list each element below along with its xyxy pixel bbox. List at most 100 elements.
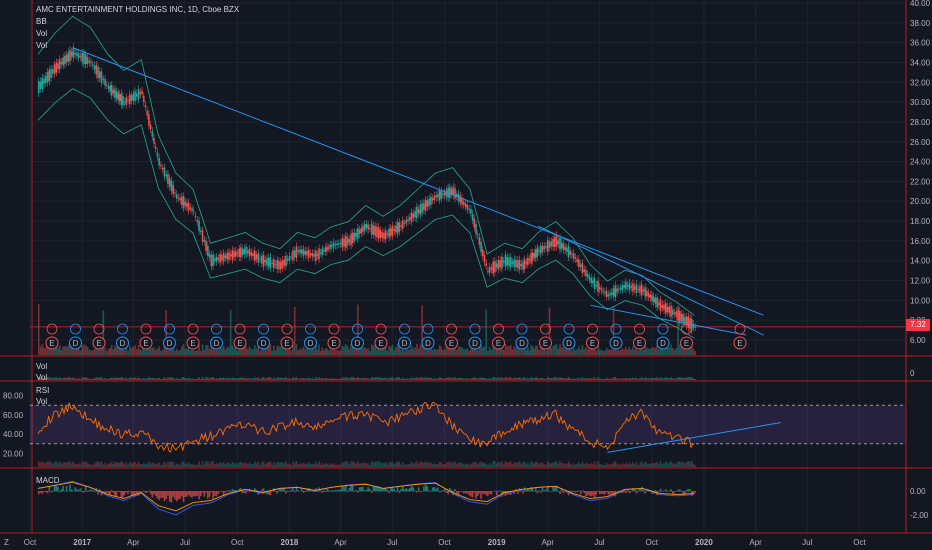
macd-histogram-bar <box>605 491 608 493</box>
macd-histogram-bar <box>602 491 604 495</box>
candle-body <box>588 276 591 280</box>
volume-bar-small <box>201 377 204 380</box>
volume-bar-small <box>379 377 382 380</box>
macd-histogram-bar <box>329 491 331 492</box>
rsi-pane-label[interactable]: RSI <box>36 386 50 395</box>
volume-bar <box>487 350 489 355</box>
vol-pane-label[interactable]: Vol <box>36 362 48 371</box>
trendlines[interactable] <box>72 47 781 453</box>
rsi-vol-label[interactable]: Vol <box>36 397 48 406</box>
vol-pane-label-2[interactable]: Vol <box>36 373 48 382</box>
volume-bar-small <box>506 377 509 380</box>
volume-bar <box>452 345 455 355</box>
candle-body <box>652 296 655 303</box>
rsi-volume-bar <box>618 464 620 467</box>
macd-histogram-bar <box>48 485 51 492</box>
macd-pane-label[interactable]: MACD <box>36 476 60 485</box>
volume-bar <box>656 345 658 355</box>
macd-histogram-bar <box>585 491 587 497</box>
volume-bar <box>533 348 536 355</box>
event-marker-upper <box>446 323 457 335</box>
volume-bar-small <box>153 378 155 380</box>
volume-bar-small <box>161 378 164 380</box>
rsi-volume-bar <box>104 462 106 467</box>
rsi-volume-bar <box>41 461 44 467</box>
x-tick-label: Oct <box>645 538 658 547</box>
volume-bar-small <box>504 377 507 380</box>
volume-bar <box>122 345 124 355</box>
candle-body <box>546 240 549 252</box>
candle-body <box>578 259 580 268</box>
volume-bar <box>628 346 631 355</box>
indicator-label-vol[interactable]: Vol <box>36 29 48 38</box>
rsi-volume-bar <box>114 461 116 467</box>
macd-histogram-bar <box>77 489 80 492</box>
dividend-marker-icon <box>609 336 623 350</box>
macd-histogram-bar <box>309 490 312 492</box>
volume-bar-small <box>438 377 441 380</box>
volume-bar-small <box>219 377 221 380</box>
volume-bar <box>299 348 301 355</box>
volume-bar-small <box>224 378 227 380</box>
candle-body <box>396 222 399 234</box>
candle-body <box>299 249 301 254</box>
volume-bar <box>241 347 244 355</box>
rsi-volume-bar <box>130 463 133 467</box>
volume-bar-small <box>442 378 444 380</box>
rsi-volume-bar <box>642 464 645 467</box>
volume-bar <box>41 344 44 355</box>
volume-bar <box>142 347 145 355</box>
volume-bar <box>311 348 314 355</box>
event-marker-upper <box>422 323 434 335</box>
rsi-volume-bar <box>286 464 289 467</box>
volume-bar-small <box>357 377 359 380</box>
indicator-label-bb[interactable]: BB <box>36 17 47 26</box>
volume-bar <box>630 349 632 355</box>
volume-bar <box>518 344 521 355</box>
candle-body <box>464 203 467 207</box>
volume-bar-small <box>321 377 324 380</box>
macd-histogram-bar <box>110 489 113 492</box>
rsi-volume-bar <box>52 463 54 467</box>
volume-bar <box>438 345 441 355</box>
macd-histogram-bar <box>664 489 667 492</box>
volume-bar <box>468 350 470 355</box>
volume-bar-small <box>149 378 152 380</box>
candle-body <box>443 192 446 196</box>
timezone-icon[interactable]: Z <box>4 538 9 547</box>
volume-bar-small <box>306 378 308 380</box>
rsi-volume-bar <box>156 463 159 467</box>
volume-bar <box>198 344 200 355</box>
candle-body <box>600 288 603 291</box>
volume-bar-small <box>545 378 547 380</box>
candle-body <box>55 62 58 73</box>
macd-histogram-bar <box>612 491 615 496</box>
volume-bar <box>212 344 214 355</box>
candle-body <box>62 57 64 66</box>
rsi-volume-bar <box>651 462 653 467</box>
rsi-volume-bar <box>240 461 242 467</box>
price-tick-label: 40.00 <box>910 0 931 8</box>
volume-bar-small <box>130 378 133 380</box>
macd-histogram-bar <box>670 489 672 492</box>
rsi-volume-bar <box>224 464 227 467</box>
volume-bar <box>586 349 589 355</box>
volume-bar-small <box>557 378 560 380</box>
x-tick-label: Jul <box>387 538 397 547</box>
volume-bar-small <box>350 377 352 380</box>
rsi-volume-bar <box>316 464 319 467</box>
event-marker-label: E <box>449 339 454 348</box>
event-marker-upper <box>399 323 410 335</box>
indicator-label-vol-2[interactable]: Vol <box>36 41 48 50</box>
rsi-volume-bar <box>112 464 115 467</box>
macd-histogram-bar <box>357 491 359 493</box>
volume-bar <box>238 346 240 355</box>
rsi-volume-bar <box>433 463 436 467</box>
macd-histogram-bar <box>694 491 696 493</box>
volume-bar <box>564 348 566 355</box>
volume-bar <box>490 349 493 355</box>
x-tick-label: Oct <box>231 538 244 547</box>
rsi-volume-bar <box>395 462 397 467</box>
